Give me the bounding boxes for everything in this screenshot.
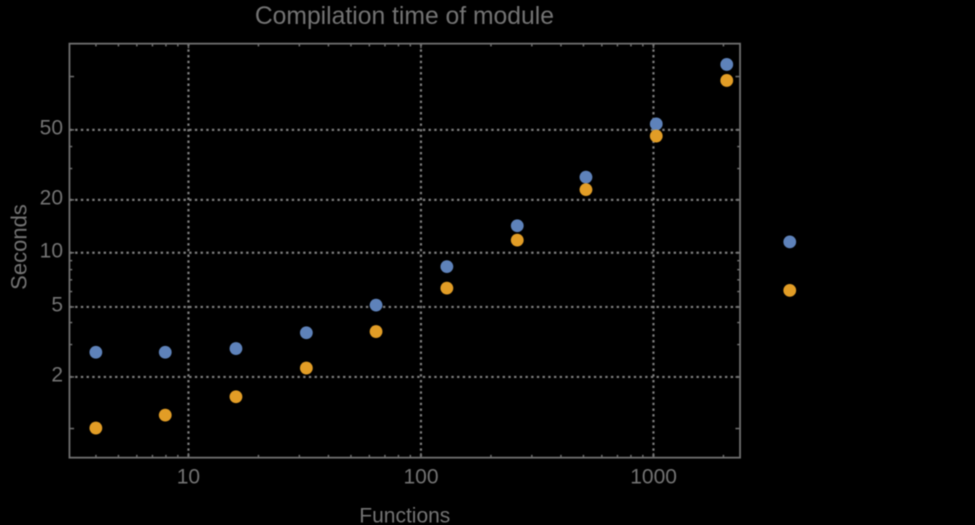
- svg-text:1000: 1000: [630, 466, 677, 489]
- svg-text:50: 50: [40, 116, 63, 139]
- svg-text:10: 10: [40, 239, 63, 262]
- svg-text:2: 2: [51, 364, 63, 387]
- svg-text:Seconds: Seconds: [7, 204, 32, 290]
- svg-text:100: 100: [403, 466, 438, 489]
- svg-text:Functions: Functions: [359, 505, 450, 525]
- svg-text:Compilation time of module: Compilation time of module: [255, 3, 554, 30]
- svg-text:5: 5: [51, 294, 63, 317]
- svg-text:10: 10: [177, 466, 200, 489]
- svg-text:20: 20: [40, 186, 63, 209]
